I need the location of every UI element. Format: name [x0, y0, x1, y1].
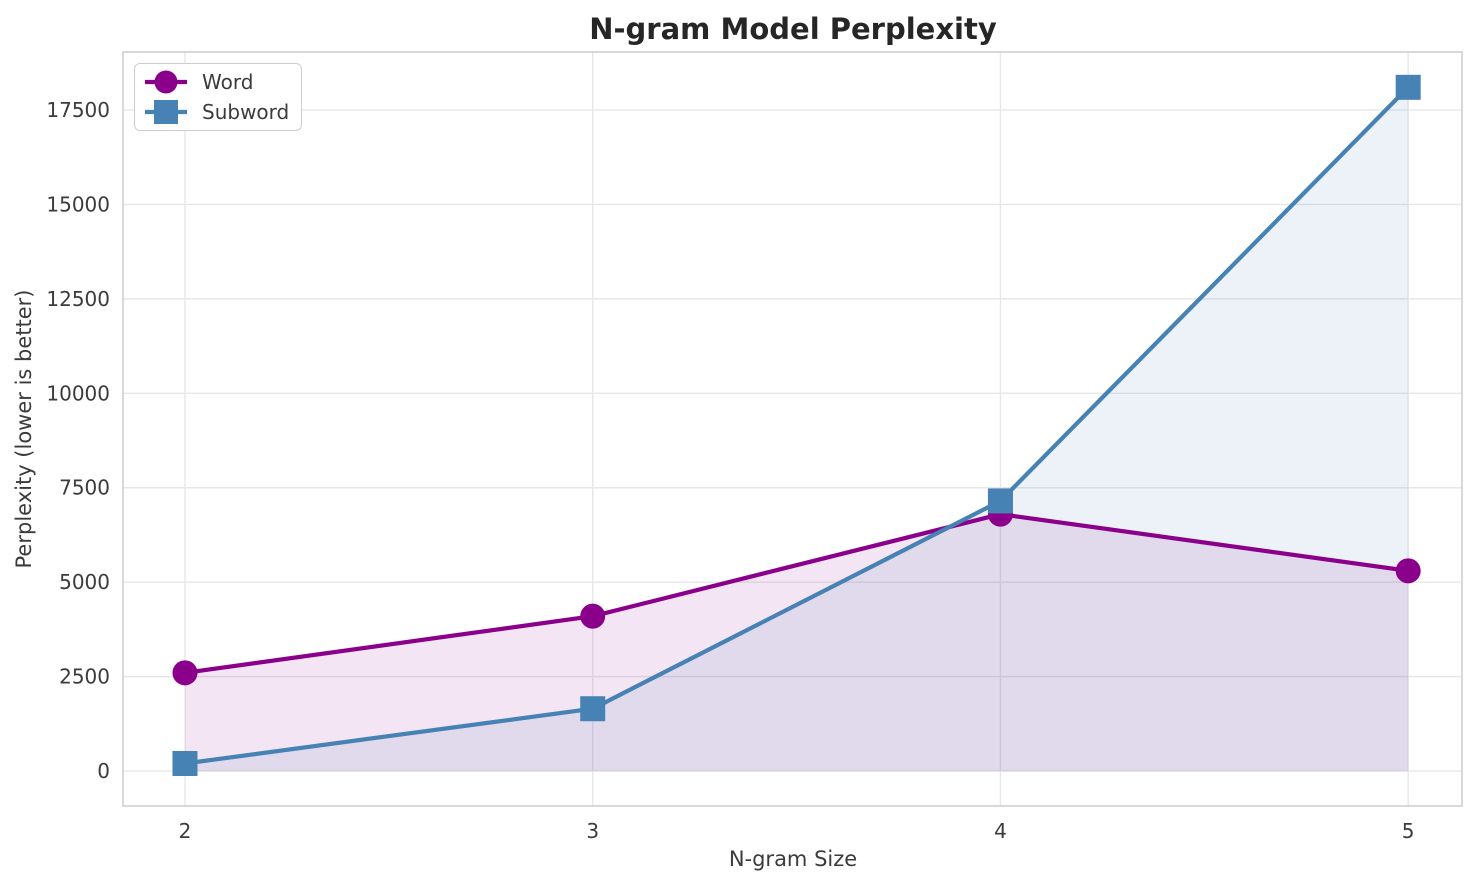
x-tick-label: 3: [586, 819, 599, 843]
word-data-point: [1395, 558, 1421, 584]
x-tick-label: 5: [1402, 819, 1415, 843]
y-tick-label: 0: [97, 759, 110, 783]
y-tick-label: 7500: [59, 476, 110, 500]
subword-area-fill: [185, 87, 1409, 772]
subword-data-point: [172, 751, 198, 777]
legend-item-word: Word: [142, 68, 295, 96]
y-tick-label: 17500: [46, 98, 110, 122]
subword-data-point: [987, 488, 1013, 514]
y-axis-label: Perplexity (lower is better): [12, 290, 36, 569]
word-data-point: [580, 603, 606, 629]
y-tick-label: 2500: [59, 665, 110, 689]
x-tick-label: 4: [994, 819, 1007, 843]
legend-label-subword: Subword: [202, 100, 290, 124]
subword-data-point: [580, 696, 606, 722]
word-legend-swatch: [145, 70, 187, 94]
subword-legend-square-icon: [154, 100, 178, 124]
y-tick-label: 5000: [59, 570, 110, 594]
y-tick-label: 15000: [46, 192, 110, 216]
word-legend-circle-icon: [154, 70, 178, 94]
x-axis-label: N-gram Size: [729, 847, 857, 871]
legend: Word Subword: [134, 63, 302, 131]
y-tick-label: 12500: [46, 287, 110, 311]
x-tick-label: 2: [179, 819, 192, 843]
y-tick-label: 10000: [46, 381, 110, 405]
legend-item-subword: Subword: [142, 98, 295, 126]
plot-layer: 0 2500 5000 7500 10000 12500 15000 17500 2 3 4 5: [46, 51, 1463, 843]
subword-line: [182, 85, 1411, 766]
subword-legend-swatch: [145, 100, 187, 124]
chart-title: N-gram Model Perplexity: [589, 12, 997, 46]
legend-label-word: Word: [202, 70, 254, 94]
plot-border: [122, 51, 1463, 807]
word-area-fill: [185, 514, 1409, 772]
plot-background: [123, 52, 1462, 806]
word-data-point: [172, 660, 198, 686]
subword-data-point: [1395, 74, 1421, 100]
word-line: [182, 512, 1411, 675]
